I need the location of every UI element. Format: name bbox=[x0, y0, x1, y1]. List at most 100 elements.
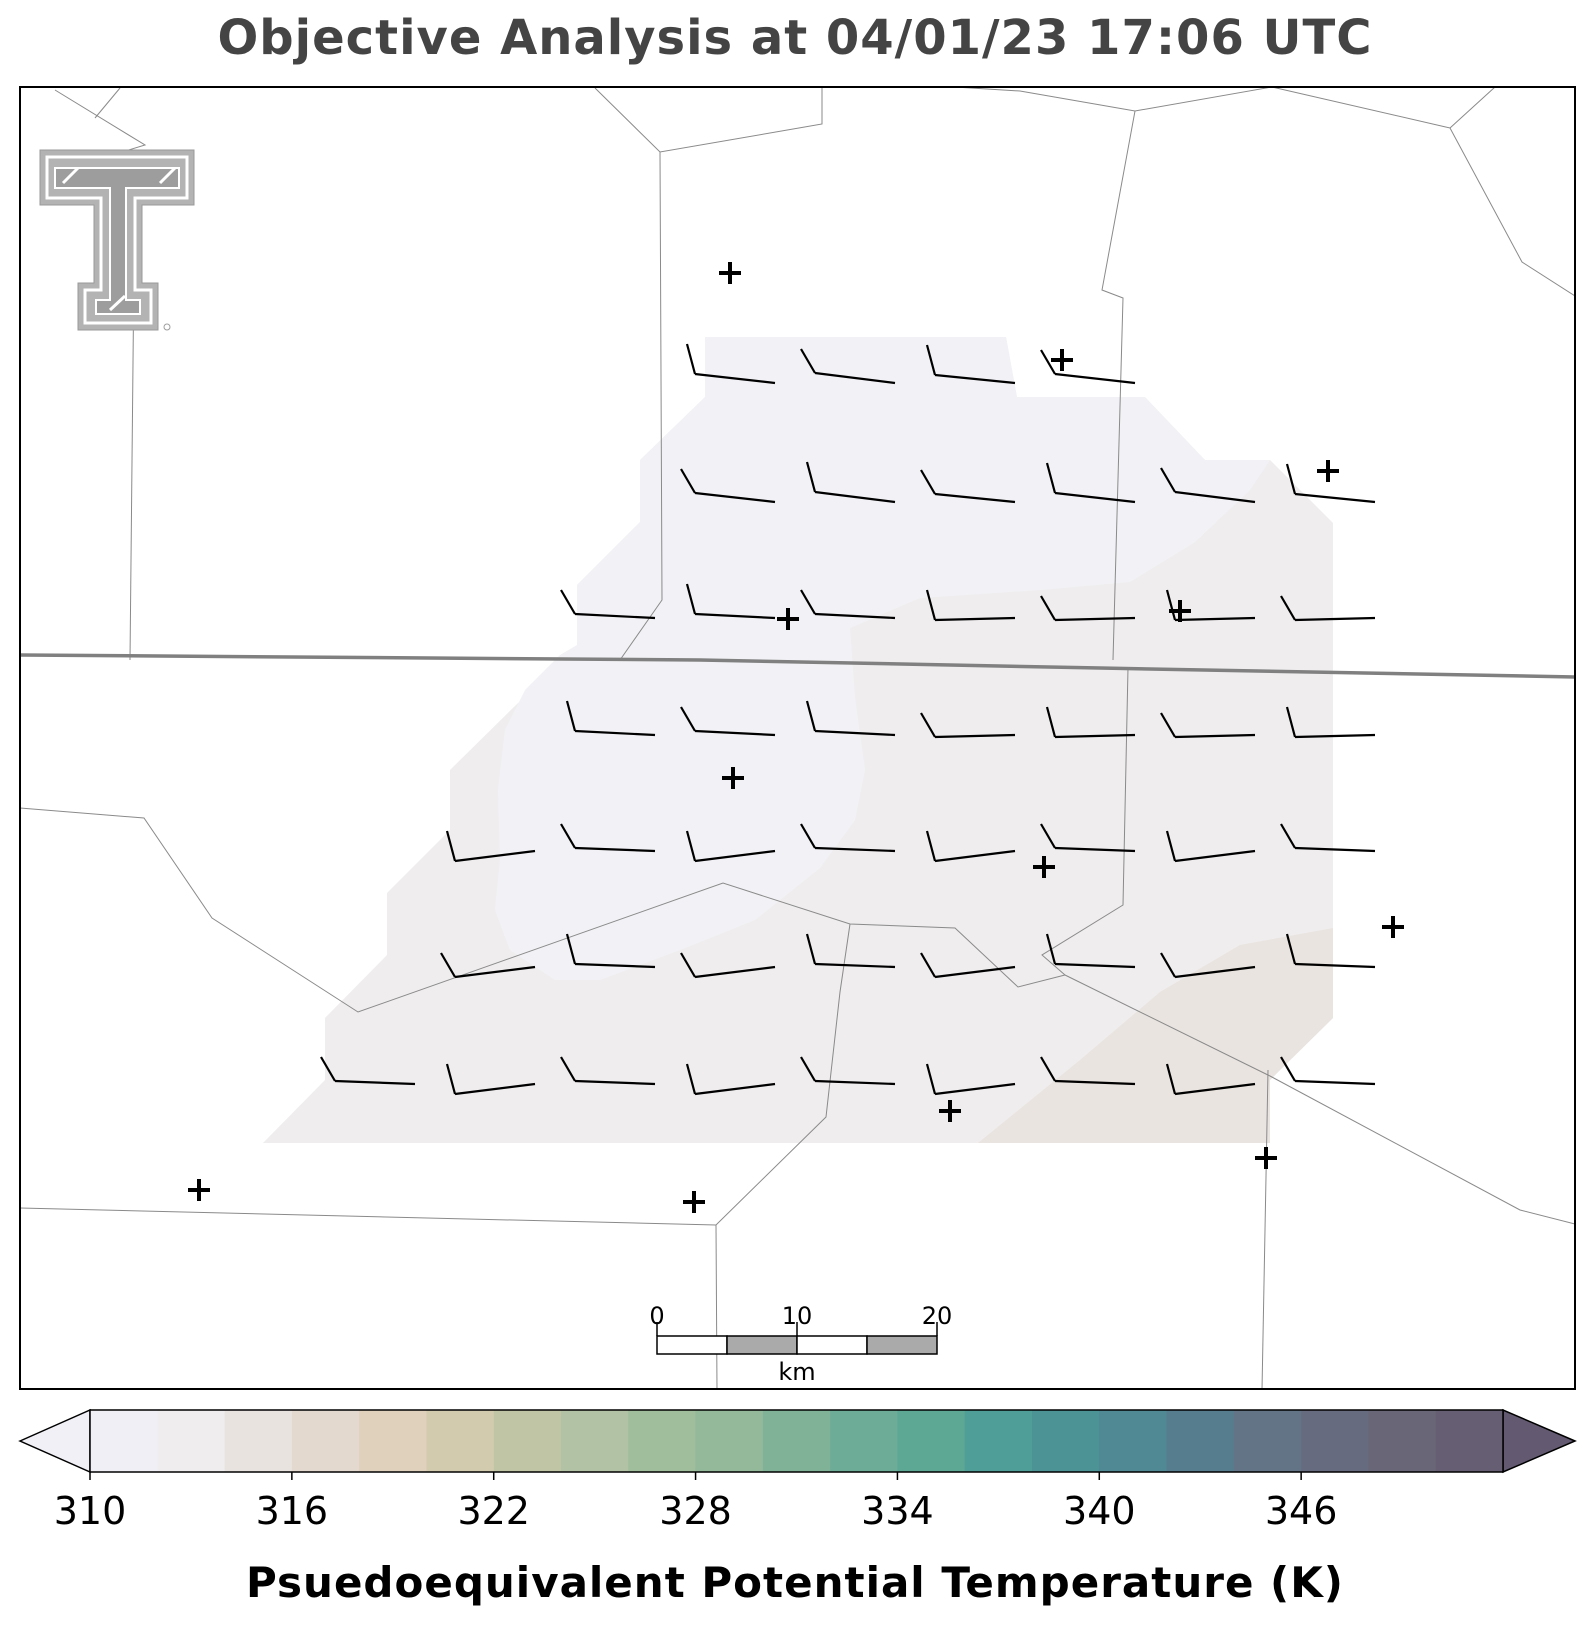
wind-barb bbox=[1040, 1056, 1136, 1086]
wind-barb bbox=[1040, 595, 1136, 622]
wind-barb bbox=[1285, 933, 1376, 969]
theta-e-level-314-316 bbox=[978, 928, 1333, 1143]
wind-barbs bbox=[320, 343, 1376, 1096]
colorbar-outline bbox=[89, 1409, 1504, 1473]
wind-barb bbox=[805, 700, 896, 737]
wind-barb bbox=[1285, 706, 1376, 739]
wind-barb bbox=[685, 830, 776, 863]
station-marker bbox=[1255, 1147, 1277, 1169]
wind-barb bbox=[445, 1063, 536, 1096]
wind-barb bbox=[805, 461, 896, 504]
station-marker bbox=[1033, 856, 1055, 878]
county-line bbox=[1449, 127, 1575, 297]
station-marker bbox=[188, 1179, 210, 1201]
colorbar-bin bbox=[1435, 1410, 1504, 1472]
county-line bbox=[954, 87, 1273, 112]
station-marker bbox=[1051, 349, 1073, 371]
colorbar-bin bbox=[695, 1410, 764, 1472]
scale-unit: km bbox=[778, 1358, 815, 1386]
scale-label-0: 0 bbox=[649, 1302, 664, 1330]
colorbar-ticks: 310 316 322 328 334 340 346 bbox=[54, 1472, 1338, 1533]
wind-barb bbox=[800, 348, 896, 385]
wind-barb bbox=[445, 830, 536, 863]
colorbar-tick-label: 310 bbox=[54, 1489, 127, 1533]
county-line bbox=[20, 667, 1129, 1013]
station-markers bbox=[188, 262, 1404, 1213]
wind-barb bbox=[1165, 589, 1256, 622]
wind-barb bbox=[1040, 823, 1136, 853]
wind-barb bbox=[800, 1056, 896, 1086]
wind-barb bbox=[800, 589, 896, 620]
colorbar-extend-low bbox=[18, 1408, 91, 1474]
colorbar-bin bbox=[762, 1410, 831, 1472]
logo-bevel bbox=[158, 166, 177, 185]
colorbar-bin bbox=[561, 1410, 629, 1472]
wind-barb bbox=[440, 952, 536, 979]
station-marker bbox=[777, 608, 799, 630]
county-line bbox=[594, 87, 823, 153]
county-line bbox=[20, 923, 851, 1226]
wind-barb bbox=[685, 1063, 776, 1096]
wind-barb bbox=[685, 343, 776, 385]
station-marker bbox=[1382, 916, 1404, 938]
map-frame bbox=[19, 86, 1576, 1390]
colorbar-bin bbox=[1301, 1410, 1369, 1472]
wind-barb bbox=[1165, 830, 1256, 863]
wind-barb bbox=[1280, 595, 1376, 622]
colorbar-tick-label: 316 bbox=[256, 1489, 329, 1533]
scale-bar: 0 10 20 km bbox=[649, 1302, 952, 1386]
wind-barb bbox=[565, 700, 656, 737]
colorbar-tick-label: 328 bbox=[659, 1489, 732, 1533]
colorbar-bin bbox=[90, 1410, 158, 1472]
colorbar-bin bbox=[493, 1410, 562, 1472]
wind-barb bbox=[925, 589, 1016, 622]
wind-barb bbox=[1165, 1063, 1256, 1096]
logo-inner-line bbox=[45, 155, 189, 325]
colorbar-bin bbox=[1166, 1410, 1235, 1472]
county-line bbox=[619, 151, 663, 661]
registered-mark bbox=[163, 323, 171, 331]
theta-e-shading bbox=[263, 337, 1333, 1143]
logo-bevel bbox=[108, 294, 127, 312]
wind-barb bbox=[560, 823, 656, 853]
wind-barb bbox=[1280, 823, 1376, 853]
wind-barb bbox=[1160, 712, 1256, 739]
colorbar-bin bbox=[1368, 1410, 1437, 1472]
wind-barb bbox=[925, 1063, 1016, 1096]
wind-barb bbox=[560, 589, 656, 620]
colorbar-bin bbox=[628, 1410, 697, 1472]
scale-label-20: 20 bbox=[922, 1302, 953, 1330]
state-boundary bbox=[20, 653, 1575, 679]
station-marker bbox=[719, 262, 741, 284]
station-marker bbox=[1169, 600, 1191, 622]
county-line bbox=[715, 1224, 718, 1389]
colorbar-label: Psuedoequivalent Potential Temperature (… bbox=[246, 1558, 1344, 1607]
station-marker bbox=[939, 1100, 961, 1122]
logo-bevel bbox=[61, 166, 80, 185]
wind-barb bbox=[1285, 463, 1376, 504]
colorbar-tick-label: 340 bbox=[1063, 1489, 1136, 1533]
colorbar-bin bbox=[426, 1410, 495, 1472]
colorbar-bin bbox=[157, 1410, 226, 1472]
wind-barb bbox=[680, 468, 776, 504]
wind-barb bbox=[680, 952, 776, 979]
map-title: Objective Analysis at 04/01/23 17:06 UTC bbox=[217, 10, 1373, 66]
colorbar-tick-label: 322 bbox=[457, 1489, 530, 1533]
wind-barb bbox=[685, 583, 776, 620]
wind-barb bbox=[680, 706, 776, 737]
colorbar-tick-label: 346 bbox=[1265, 1489, 1338, 1533]
wind-barb bbox=[800, 823, 896, 853]
county-boundaries bbox=[20, 87, 1575, 1389]
colorbar-bin bbox=[897, 1410, 966, 1472]
county-line bbox=[94, 87, 121, 119]
texas-tech-logo bbox=[39, 149, 195, 331]
wind-barb bbox=[920, 712, 1016, 739]
colorbar-bin bbox=[830, 1410, 898, 1472]
station-marker bbox=[683, 1191, 705, 1213]
wind-barb bbox=[805, 933, 896, 969]
colorbar-bin bbox=[1233, 1410, 1302, 1472]
wind-barb bbox=[1040, 349, 1136, 385]
colorbar-bin bbox=[291, 1410, 360, 1472]
colorbar-bin bbox=[359, 1410, 427, 1472]
wind-barb bbox=[1280, 1056, 1376, 1086]
